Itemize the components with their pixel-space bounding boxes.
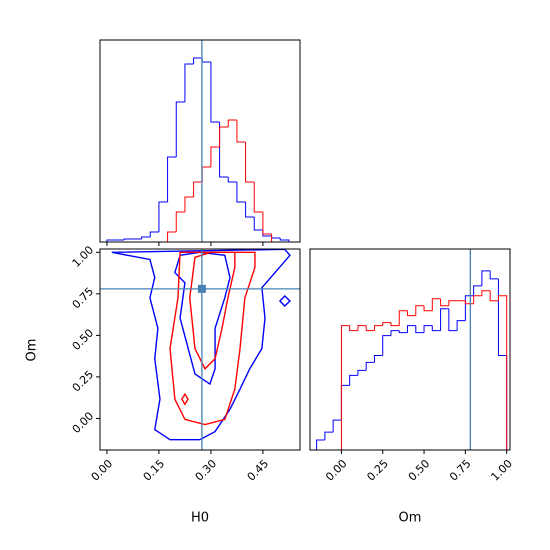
histogram-bin: [167, 156, 177, 202]
histogram-bin: [431, 298, 441, 311]
histogram-bin: [210, 146, 220, 167]
x-axis-label: H0: [191, 511, 209, 526]
histogram-bin: [149, 231, 159, 237]
histogram-bin: [398, 330, 408, 334]
histogram-bin: [253, 182, 263, 213]
histogram-bin: [262, 212, 272, 235]
histogram-bin: [210, 62, 220, 123]
histogram-bin: [373, 325, 383, 331]
histogram-bin: [227, 119, 237, 127]
histogram-bin: [279, 238, 290, 242]
histogram-bin: [456, 320, 466, 331]
histogram-bin: [497, 295, 508, 450]
histogram-bin: [349, 374, 358, 386]
histogram-bin: [448, 308, 458, 332]
histogram-bin: [227, 177, 237, 183]
histogram-bin: [253, 217, 263, 231]
histogram-bin: [175, 211, 185, 232]
histogram-bin: [158, 201, 168, 232]
contour: [169, 251, 256, 426]
histogram-bin: [141, 236, 151, 239]
histogram-bin: [448, 300, 458, 306]
histogram-bin: [219, 126, 229, 147]
histogram-bin: [175, 101, 185, 157]
histogram-bin: [123, 238, 133, 240]
histogram-bin: [415, 325, 425, 334]
histogram-bin: [423, 305, 433, 312]
histogram-bin: [431, 325, 441, 332]
histogram-bin: [407, 310, 416, 317]
histogram-bin: [473, 285, 482, 296]
truth-point: [197, 284, 206, 293]
histogram-bin: [481, 270, 491, 286]
histogram-bin: [407, 325, 416, 333]
histogram-bin: [357, 369, 367, 376]
histogram-bin: [236, 182, 246, 203]
histogram-bin: [167, 231, 177, 242]
histogram-bin: [489, 270, 499, 280]
histogram-bin: [473, 295, 482, 304]
contour: [174, 251, 231, 386]
histogram-bin: [340, 325, 350, 450]
histogram-bin: [489, 290, 499, 302]
histogram-bin: [332, 419, 342, 433]
histogram-bin: [316, 439, 325, 450]
histogram-bin: [390, 322, 400, 327]
contour: [278, 295, 291, 307]
histogram-bin: [423, 325, 433, 333]
histogram-bin: [349, 325, 358, 332]
histogram-bin: [365, 325, 375, 332]
histogram-bin: [357, 325, 367, 331]
histogram-bin: [245, 142, 255, 183]
contour: [189, 251, 236, 370]
histogram-bin: [390, 330, 400, 336]
histogram-bin: [193, 57, 203, 64]
histogram-bin: [440, 308, 449, 331]
panel-frame: [99, 39, 301, 243]
histogram-bin: [184, 196, 194, 212]
histogram-bin: [245, 202, 255, 218]
histogram-bin: [106, 239, 116, 242]
histogram-bin: [382, 322, 391, 326]
histogram-bin: [398, 310, 408, 326]
contour: [111, 249, 291, 441]
x-axis-label: Om: [399, 511, 422, 526]
histogram-bin: [415, 305, 425, 316]
histogram-bin: [324, 431, 334, 441]
y-axis-label: Om: [25, 339, 40, 362]
panel-frame: [99, 248, 301, 451]
histogram-bin: [382, 335, 391, 356]
histogram-bin: [365, 361, 375, 371]
histogram-bin: [193, 181, 203, 197]
contour-group: [111, 249, 291, 441]
histogram-bin: [373, 354, 383, 363]
histogram-bin: [440, 298, 449, 307]
histogram-bin: [184, 63, 194, 102]
histogram-bin: [481, 290, 491, 296]
histogram-bin: [236, 120, 246, 143]
contour: [180, 392, 189, 406]
panel-frame: [309, 248, 511, 451]
